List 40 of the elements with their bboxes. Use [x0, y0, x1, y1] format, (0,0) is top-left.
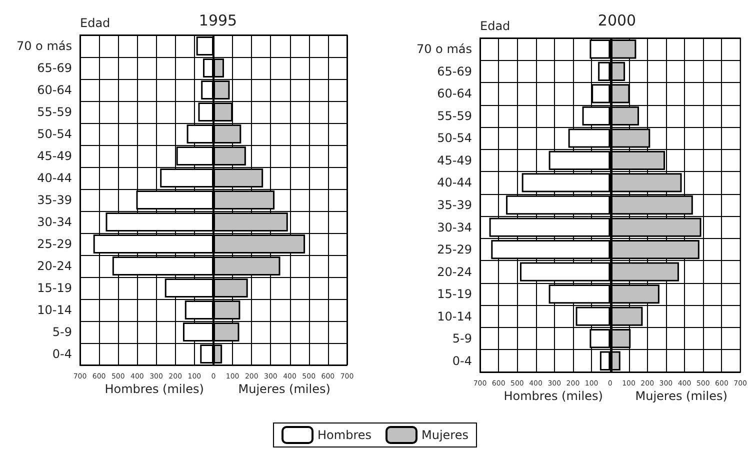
y-tick-label: 5-9: [52, 325, 72, 339]
y-tick-label: 40-44: [37, 171, 72, 185]
y-tick-label: 0-4: [52, 347, 72, 361]
y-tick-label: 25-29: [37, 237, 72, 251]
y-tick-label: 65-69: [437, 64, 472, 78]
y-tick-label: 20-24: [437, 264, 472, 279]
y-tick-label: 70 o más: [16, 39, 72, 53]
y-tick-label: 5-9: [452, 332, 472, 346]
y-axis-title: Edad: [480, 19, 510, 33]
y-tick-label: 35-39: [437, 198, 472, 212]
chart-title: 2000: [598, 12, 636, 30]
y-tick-label: 35-39: [37, 193, 72, 207]
y-tick-label: 30-34: [37, 215, 72, 229]
y-tick-label: 60-64: [437, 86, 472, 101]
y-tick-label: 55-59: [437, 108, 472, 123]
y-tick-label: 45-49: [437, 153, 472, 168]
y-tick-label: 10-14: [437, 309, 472, 324]
x-axis-title: Hombres (miles): [504, 389, 603, 403]
y-tick-label: 65-69: [37, 61, 72, 75]
y-tick-label: 70 o más: [416, 42, 472, 56]
x-axis-title: Hombres (miles): [104, 382, 204, 396]
y-tick-label: 10-14: [37, 303, 72, 317]
y-axis-title: Edad: [80, 16, 110, 30]
y-tick-label: 40-44: [437, 176, 472, 190]
chart-title: 1995: [198, 12, 238, 30]
y-tick-label: 50-54: [37, 127, 72, 141]
y-tick-label: 55-59: [37, 105, 72, 119]
y-tick-label: 30-34: [437, 220, 472, 234]
y-tick-label: 20-24: [37, 259, 72, 273]
y-tick-label: 15-19: [37, 281, 72, 295]
text: Mujeres (miles): [635, 389, 728, 403]
y-tick-label: 50-54: [437, 131, 472, 146]
y-tick-label: 45-49: [37, 149, 72, 163]
y-tick-label: 0-4: [452, 354, 472, 368]
legend-label: Hombres: [318, 428, 372, 442]
y-tick-label: 25-29: [437, 242, 472, 257]
legend-label: Mujeres: [422, 428, 468, 442]
text: Mujeres (miles): [238, 382, 330, 396]
y-tick-label: 60-64: [37, 83, 72, 97]
y-tick-label: 15-19: [437, 287, 472, 302]
